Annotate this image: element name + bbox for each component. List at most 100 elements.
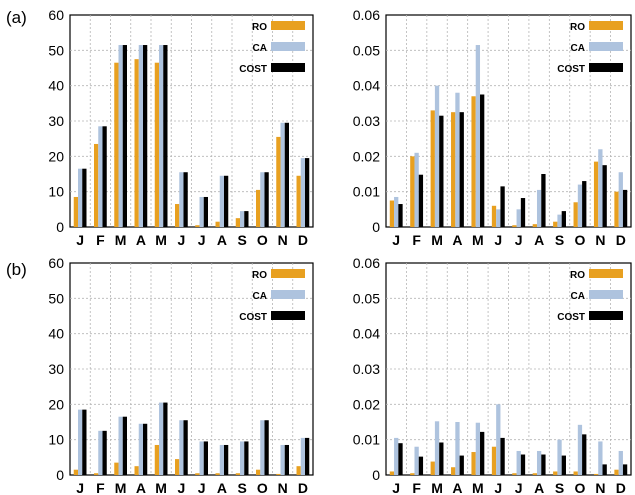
bar-cost xyxy=(520,454,526,475)
bar-ca xyxy=(434,421,440,475)
x-tick-label: J xyxy=(392,480,400,495)
legend-swatch-ro xyxy=(589,269,623,278)
x-tick-label: S xyxy=(555,232,564,248)
bar-cost xyxy=(264,420,269,475)
bar-cost xyxy=(163,45,168,227)
legend-label-ro: RO xyxy=(252,22,267,33)
y-tick-label: 60 xyxy=(48,7,64,23)
bar-cost xyxy=(143,423,148,475)
bar-ro xyxy=(430,110,435,227)
x-tick-label: J xyxy=(177,480,185,495)
bar-ca xyxy=(394,196,399,227)
bar-ca xyxy=(240,441,245,475)
y-tick-label: 30 xyxy=(48,361,64,377)
bar-cost xyxy=(264,172,269,227)
bar-cost xyxy=(582,434,587,475)
bar-ca xyxy=(199,196,204,227)
legend-swatch-ca xyxy=(271,290,305,299)
bar-ca xyxy=(577,424,583,475)
bar-ca xyxy=(118,416,123,475)
bar-ca xyxy=(496,404,501,475)
x-tick-label: A xyxy=(534,480,544,495)
x-tick-label: A xyxy=(452,480,462,495)
y-tick-label: 0.04 xyxy=(353,78,380,94)
y-tick-label: 40 xyxy=(48,326,64,342)
bar-cost xyxy=(102,430,107,475)
y-tick-label: 0.05 xyxy=(353,290,380,306)
x-tick-label: M xyxy=(472,480,484,495)
bar-ro xyxy=(614,469,619,475)
x-tick-label: O xyxy=(575,232,586,248)
bar-ro xyxy=(276,473,281,475)
x-tick-label: S xyxy=(555,480,564,495)
bar-cost xyxy=(520,198,526,227)
bar-cost xyxy=(203,441,208,475)
bar-ca xyxy=(516,450,521,475)
bar-cost xyxy=(582,181,587,227)
bar-cost xyxy=(439,115,444,227)
bar-cost xyxy=(102,126,107,227)
bar-ro xyxy=(195,473,200,475)
bar-ca xyxy=(455,92,460,227)
bar-cost xyxy=(224,444,229,475)
bar-cost xyxy=(398,204,403,227)
bar-cost xyxy=(305,437,310,475)
bar-ro xyxy=(389,200,395,227)
bar-ro xyxy=(154,62,159,228)
legend-swatch-cost xyxy=(589,311,623,320)
bar-ca xyxy=(260,420,265,475)
legend-swatch-ro xyxy=(589,21,623,30)
x-tick-label: M xyxy=(155,232,167,248)
legend-label-ro: RO xyxy=(570,22,585,33)
bar-cost xyxy=(480,431,485,475)
legend-label-ro: RO xyxy=(252,270,267,281)
x-tick-label: M xyxy=(115,232,127,248)
y-tick-label: 0 xyxy=(372,467,380,483)
bar-cost xyxy=(480,94,485,227)
x-tick-label: J xyxy=(515,232,523,248)
x-tick-label: J xyxy=(515,480,523,495)
bar-ro xyxy=(532,473,537,475)
bar-cost xyxy=(459,455,464,475)
bar-ca xyxy=(78,168,83,227)
bar-ca xyxy=(78,409,83,475)
x-tick-label: M xyxy=(431,480,443,495)
bar-ro xyxy=(512,225,517,227)
bar-ro xyxy=(134,59,139,227)
bar-cost xyxy=(183,420,188,475)
y-tick-label: 0 xyxy=(372,219,380,235)
bar-ro xyxy=(410,473,415,475)
x-tick-label: D xyxy=(616,480,626,495)
bar-ro xyxy=(154,444,159,475)
legend: RO CA COST xyxy=(557,21,623,75)
bar-ca xyxy=(414,152,419,227)
x-tick-label: O xyxy=(575,480,586,495)
bar-ca xyxy=(618,450,623,475)
bar-ca xyxy=(138,423,143,475)
x-tick-label: A xyxy=(217,480,227,495)
bar-ca xyxy=(475,422,481,475)
bar-ro xyxy=(215,221,220,227)
bar-ro xyxy=(410,156,415,227)
bar-ca xyxy=(475,45,481,227)
bar-ro xyxy=(553,221,558,227)
x-tick-label: D xyxy=(298,480,308,495)
bar-ca xyxy=(496,209,501,227)
bar-ca xyxy=(394,437,399,475)
y-tick-label: 60 xyxy=(48,255,64,271)
bar-ro xyxy=(389,471,395,475)
legend-swatch-ca xyxy=(589,42,623,51)
bar-cost xyxy=(244,211,249,227)
legend-swatch-cost xyxy=(589,63,623,72)
bar-cost xyxy=(602,464,607,475)
bar-ca xyxy=(455,422,460,475)
bar-ca xyxy=(179,420,184,475)
bar-ro xyxy=(471,96,476,228)
x-tick-label: A xyxy=(136,480,146,495)
bar-ro xyxy=(614,191,619,227)
legend-swatch-ro xyxy=(271,269,305,278)
x-tick-label: F xyxy=(412,232,421,248)
y-tick-label: 10 xyxy=(48,184,64,200)
